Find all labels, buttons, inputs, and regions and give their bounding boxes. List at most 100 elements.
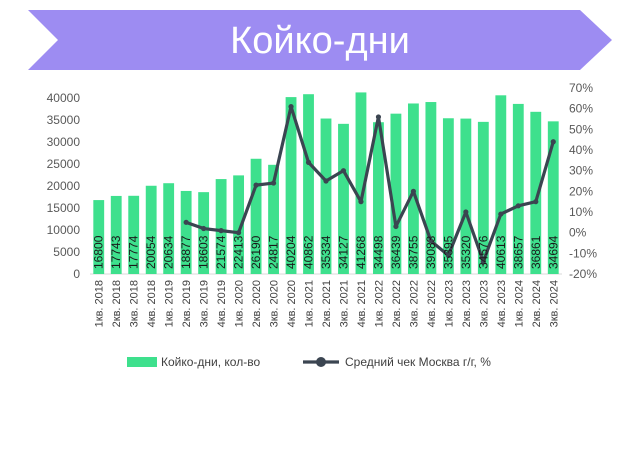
left-tick-label: 15000 bbox=[47, 201, 81, 215]
bar bbox=[215, 179, 227, 274]
x-tick-label: 1кв. 2020 bbox=[234, 280, 246, 327]
bar-series bbox=[93, 92, 559, 275]
line-point bbox=[235, 230, 242, 236]
left-tick-label: 10000 bbox=[47, 223, 81, 237]
bar-data-label: 24817 bbox=[267, 235, 281, 269]
right-tick-label: 70% bbox=[569, 81, 593, 95]
line-point bbox=[323, 178, 329, 184]
x-tick-label: 3кв. 2020 bbox=[269, 280, 281, 327]
bar bbox=[110, 195, 122, 274]
bar-data-label: 16800 bbox=[92, 235, 106, 269]
bar-data-label: 34694 bbox=[546, 235, 560, 269]
line-point bbox=[305, 159, 312, 165]
x-axis: 1кв. 2018 2кв. 2018 3кв. 2018 4кв. 2018 1кв.… bbox=[94, 280, 561, 327]
bar-data-label: 36861 bbox=[529, 235, 543, 269]
bar-data-label: 22413 bbox=[232, 235, 246, 269]
x-tick-label: 1кв. 2021 bbox=[304, 280, 316, 327]
bar-data-label: 36439 bbox=[389, 235, 403, 269]
x-tick-label: 2кв. 2019 bbox=[181, 280, 193, 327]
right-tick-label: 30% bbox=[569, 164, 593, 178]
x-tick-label: 3кв. 2019 bbox=[199, 280, 211, 327]
bar-data-label: 39083 bbox=[424, 235, 438, 269]
bar bbox=[338, 123, 349, 274]
x-tick-label: 1кв. 2024 bbox=[513, 280, 525, 327]
bar bbox=[320, 118, 332, 275]
line-point bbox=[410, 188, 417, 194]
right-tick-label: 0% bbox=[569, 226, 587, 240]
left-tick-label: 30000 bbox=[47, 135, 81, 149]
line-point bbox=[515, 203, 521, 209]
bar bbox=[373, 122, 384, 274]
left-axis: 0 5000 10000 15000 20000 25000 30000 35000 40000 bbox=[47, 91, 81, 281]
x-tick-label: 4кв. 2021 bbox=[356, 280, 368, 327]
legend-bar-swatch bbox=[127, 357, 157, 367]
bar bbox=[285, 97, 297, 274]
bar-data-label: 40204 bbox=[284, 235, 298, 269]
line-point bbox=[375, 114, 382, 120]
left-tick-label: 0 bbox=[73, 267, 80, 281]
bar bbox=[198, 192, 210, 274]
bar-data-label: 35320 bbox=[459, 235, 473, 269]
line-path bbox=[185, 104, 555, 264]
bar bbox=[495, 95, 507, 275]
x-tick-label: 4кв. 2022 bbox=[426, 280, 438, 327]
data-labels: 16800 17743 17774 20054 20634 18877 18603 21574… bbox=[92, 235, 561, 269]
left-tick-label: 20000 bbox=[47, 179, 81, 193]
line-point bbox=[463, 209, 469, 215]
x-tick-label: 1кв. 2022 bbox=[373, 280, 385, 327]
bar-data-label: 38755 bbox=[406, 235, 420, 269]
left-tick-label: 35000 bbox=[47, 113, 81, 127]
bar bbox=[460, 118, 472, 274]
bar-data-label: 34498 bbox=[371, 235, 385, 269]
bar bbox=[390, 113, 402, 275]
line-point bbox=[480, 259, 486, 265]
bar-data-label: 26190 bbox=[249, 235, 263, 269]
bar-data-label: 40613 bbox=[494, 235, 508, 269]
bar bbox=[547, 121, 559, 274]
bar-data-label: 41268 bbox=[354, 235, 368, 269]
x-tick-label: 3кв. 2024 bbox=[548, 280, 560, 327]
line-point bbox=[253, 182, 259, 188]
x-tick-label: 2кв. 2022 bbox=[391, 280, 403, 327]
line-point bbox=[201, 225, 207, 232]
line-point bbox=[288, 104, 294, 110]
bar-data-label: 40862 bbox=[302, 235, 316, 269]
x-tick-label: 2кв. 2024 bbox=[531, 280, 543, 327]
line-series bbox=[183, 104, 556, 265]
bar bbox=[477, 121, 489, 274]
bar-data-label: 38657 bbox=[511, 235, 525, 269]
bar-data-label: 35395 bbox=[441, 235, 455, 269]
bar-data-label: 17774 bbox=[127, 235, 141, 269]
line-point bbox=[393, 223, 399, 230]
line-point bbox=[340, 168, 347, 174]
bar-data-label: 17743 bbox=[109, 235, 123, 269]
line-point bbox=[498, 211, 504, 217]
line-point bbox=[270, 180, 277, 186]
bar-data-label: 18603 bbox=[197, 235, 211, 269]
right-tick-label: -10% bbox=[569, 246, 597, 260]
bar bbox=[128, 195, 140, 274]
x-tick-label: 4кв. 2020 bbox=[286, 280, 298, 327]
x-tick-label: 2кв. 2021 bbox=[321, 280, 333, 327]
bar bbox=[530, 111, 542, 274]
right-axis: -20% -10% 0% 10% 20% 30% 40% 50% 60% 70% bbox=[569, 81, 597, 281]
title-banner: Койко-дни bbox=[28, 10, 612, 70]
right-tick-label: 50% bbox=[569, 122, 593, 136]
x-tick-label: 3кв. 2023 bbox=[478, 280, 490, 327]
x-tick-label: 3кв. 2022 bbox=[408, 280, 420, 327]
bar-data-label: 34127 bbox=[336, 235, 350, 269]
x-tick-label: 1кв. 2023 bbox=[443, 280, 455, 327]
right-tick-label: 10% bbox=[569, 205, 593, 219]
bar bbox=[442, 118, 454, 275]
bar-data-label: 35334 bbox=[319, 235, 333, 269]
x-tick-label: 2кв. 2023 bbox=[461, 280, 473, 327]
bar-data-label: 20634 bbox=[162, 235, 176, 269]
line-point bbox=[533, 199, 539, 205]
right-tick-label: 40% bbox=[569, 143, 593, 157]
bar bbox=[233, 175, 245, 274]
right-tick-label: 60% bbox=[569, 102, 593, 116]
bar-data-label: 34576 bbox=[476, 235, 490, 269]
x-tick-label: 2кв. 2020 bbox=[251, 280, 263, 327]
bar-data-label: 20054 bbox=[144, 235, 158, 269]
